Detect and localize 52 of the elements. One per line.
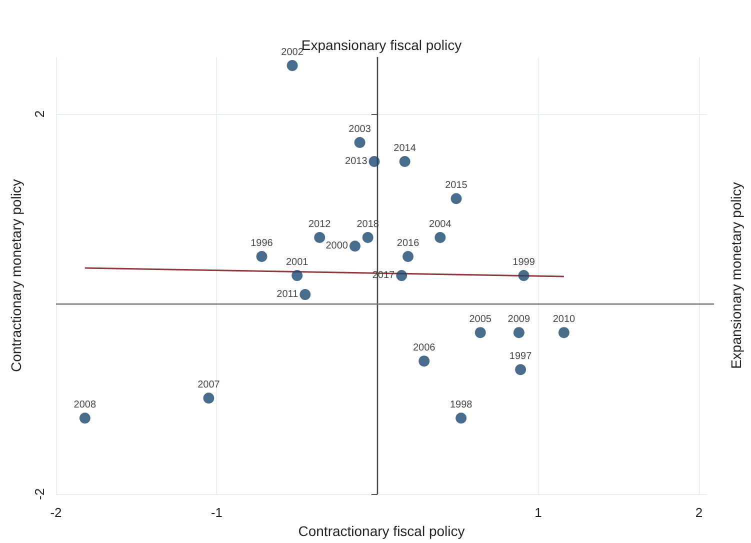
point bbox=[314, 232, 326, 244]
annotation: 2006 bbox=[412, 342, 436, 354]
annotation: 2004 bbox=[429, 219, 452, 230]
point bbox=[300, 289, 311, 300]
annotation: 2003 bbox=[348, 124, 372, 136]
x-axis-title: Contractionary fiscal policy bbox=[298, 523, 465, 539]
point bbox=[456, 412, 467, 424]
point bbox=[474, 327, 486, 338]
annotation: 2014 bbox=[394, 143, 416, 154]
annotation: 1997 bbox=[509, 351, 532, 362]
annotation: 2016 bbox=[396, 238, 420, 250]
point bbox=[286, 60, 298, 72]
annotation: 1998 bbox=[450, 400, 473, 411]
x-tick-label: -1 bbox=[210, 505, 223, 520]
annotation: 2015 bbox=[445, 180, 468, 192]
annotation: 2011 bbox=[276, 289, 299, 300]
annotation: 1996 bbox=[250, 238, 274, 250]
y2-axis-title: Expansionary monetary policy bbox=[728, 182, 744, 369]
point bbox=[79, 412, 90, 424]
annotation: 2010 bbox=[552, 314, 576, 326]
point bbox=[418, 356, 430, 367]
x-tick-label: -2 bbox=[50, 505, 62, 520]
point bbox=[513, 327, 524, 338]
point bbox=[402, 251, 414, 262]
annotation: 2007 bbox=[198, 380, 220, 391]
point bbox=[203, 392, 214, 404]
point bbox=[434, 232, 446, 244]
point bbox=[399, 156, 410, 168]
point bbox=[354, 137, 366, 148]
point bbox=[292, 270, 303, 282]
annotation: 2008 bbox=[74, 400, 96, 411]
annotation: 2000 bbox=[326, 240, 348, 252]
point bbox=[450, 193, 462, 204]
x-tick-label: 2 bbox=[695, 505, 703, 520]
x2-axis-title: Expansionary fiscal policy bbox=[301, 37, 462, 53]
annotation: 2012 bbox=[308, 219, 332, 230]
point bbox=[515, 364, 526, 376]
annotation: 2005 bbox=[469, 314, 492, 326]
point bbox=[362, 232, 374, 244]
annotation: 2001 bbox=[286, 257, 309, 268]
point bbox=[256, 251, 268, 262]
point bbox=[396, 270, 408, 282]
annotation: 2009 bbox=[508, 314, 530, 326]
annotation: 1999 bbox=[512, 257, 536, 268]
annotation: 2013 bbox=[345, 156, 368, 168]
point bbox=[349, 240, 360, 252]
y-axis-title: Contractionary monetary policy bbox=[8, 179, 24, 372]
annotation: 2002 bbox=[281, 47, 304, 58]
point bbox=[368, 156, 380, 168]
point bbox=[558, 327, 570, 338]
point bbox=[518, 270, 530, 282]
x-tick-label: 1 bbox=[534, 505, 542, 520]
